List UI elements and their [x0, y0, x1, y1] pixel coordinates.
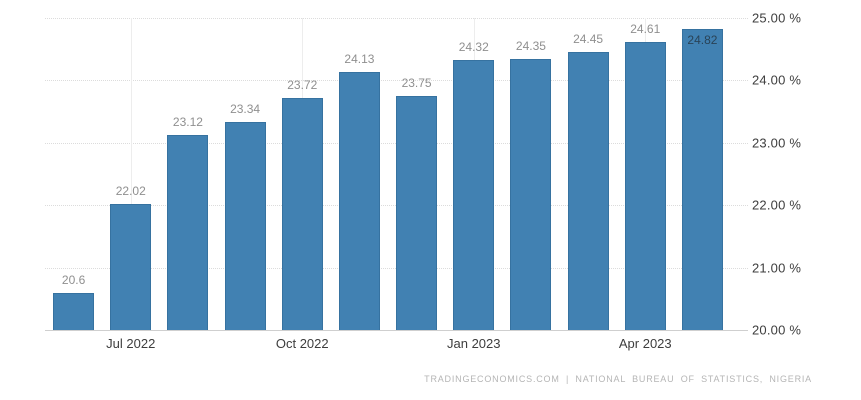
y-axis-tick-label: 22.00 %: [752, 197, 802, 213]
bar-value-label: 24.61: [630, 22, 661, 37]
bar[interactable]: [453, 60, 495, 330]
bar[interactable]: [53, 292, 95, 330]
bar-value-label: 23.72: [287, 77, 318, 92]
bar-value-label: 20.6: [61, 272, 86, 287]
y-axis-tick-label: 23.00 %: [752, 135, 802, 151]
bar-value-label: 23.75: [401, 76, 432, 90]
bar-value-label: 24.32: [458, 40, 489, 55]
y-axis-tick-label: 21.00 %: [752, 260, 802, 276]
y-axis-tick-label: 24.00 %: [752, 72, 802, 88]
gridline-horizontal: [45, 80, 748, 82]
bar[interactable]: [281, 97, 323, 330]
attribution-text: TRADINGECONOMICS.COM | NATIONAL BUREAU O…: [424, 374, 812, 384]
bar-value-label: 24.13: [344, 52, 375, 67]
bar[interactable]: [338, 72, 380, 330]
x-axis-tick-label: Jul 2022: [106, 336, 156, 351]
bar-value-label: 23.12: [172, 115, 203, 130]
gridline-horizontal: [45, 330, 748, 331]
bar[interactable]: [510, 58, 552, 330]
gridline-horizontal: [45, 18, 748, 19]
bar[interactable]: [567, 52, 609, 330]
y-axis-tick-label: 20.00 %: [752, 322, 802, 338]
bar-value-label: 22.02: [115, 183, 146, 198]
x-axis-tick-label: Apr 2023: [618, 336, 672, 351]
x-axis-tick-label: Jan 2023: [447, 336, 501, 351]
bar-value-label: 23.34: [230, 101, 261, 116]
bar[interactable]: [396, 96, 438, 330]
y-axis-tick-label: 25.00 %: [752, 10, 802, 26]
bar[interactable]: [624, 42, 666, 330]
bar-value-label: 24.82: [687, 33, 718, 48]
bar-value-label: 24.45: [573, 32, 604, 47]
bar[interactable]: [224, 121, 266, 330]
bar[interactable]: [681, 29, 723, 330]
x-axis-tick-label: Oct 2022: [275, 336, 329, 351]
bar[interactable]: [110, 203, 152, 330]
bar-value-label: 24.35: [515, 38, 546, 53]
gridline-vertical: [130, 18, 132, 330]
bar[interactable]: [167, 135, 209, 330]
